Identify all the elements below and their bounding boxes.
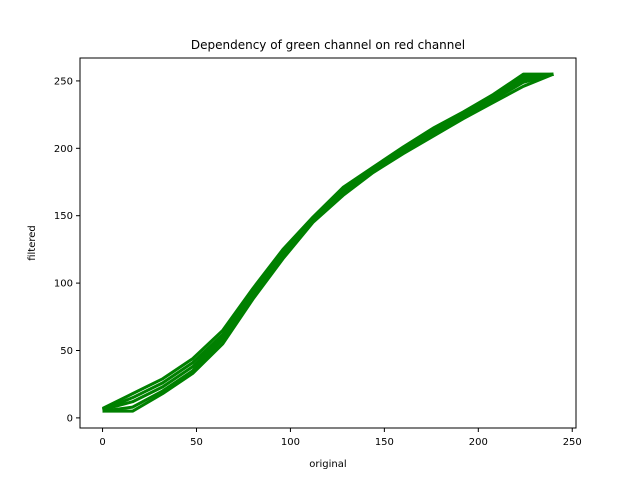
y-axis-label: filtered: [27, 225, 38, 261]
series-layer: [101, 72, 555, 413]
ticks-layer: 0 50 100 150 200 250 0 50 100 150 200 250: [54, 76, 582, 448]
x-tick-label-3: 150: [375, 437, 394, 448]
x-tick-label-2: 100: [281, 437, 300, 448]
y-tick-label-1: 50: [60, 346, 73, 357]
axes-frame: [79, 57, 577, 429]
x-axis-label: original: [309, 459, 346, 470]
series-line-5: [101, 72, 554, 410]
y-tick-label-4: 200: [54, 144, 73, 155]
chart-title: Dependency of green channel on red chann…: [191, 38, 465, 52]
x-tick-label-0: 0: [99, 437, 105, 448]
x-tick-label-4: 200: [469, 437, 488, 448]
x-tick-label-5: 250: [563, 437, 582, 448]
y-tick-label-0: 0: [67, 413, 73, 424]
x-tick-label-1: 50: [190, 437, 203, 448]
y-tick-label-5: 250: [54, 76, 73, 87]
y-tick-label-2: 100: [54, 279, 73, 290]
y-tick-label-3: 150: [54, 211, 73, 222]
